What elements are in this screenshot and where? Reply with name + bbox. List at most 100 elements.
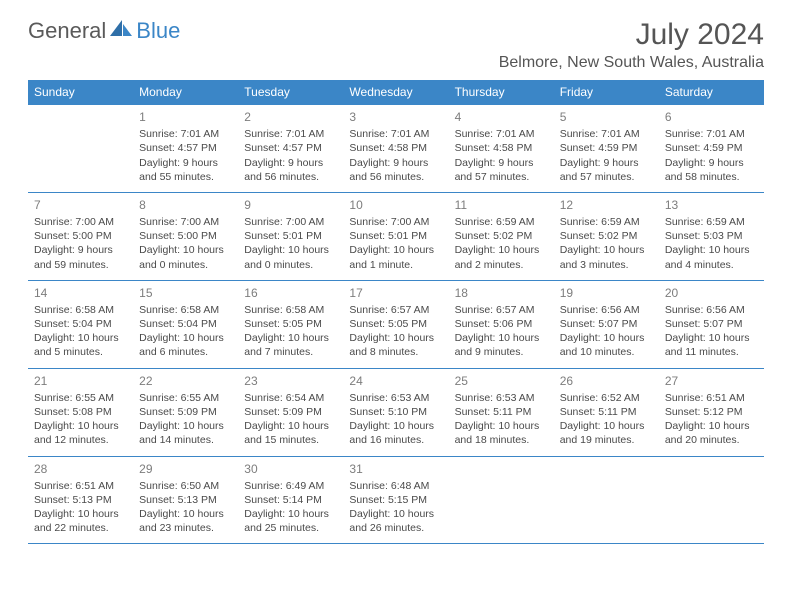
sunset-text: Sunset: 5:09 PM [244,405,337,419]
sunrise-text: Sunrise: 6:53 AM [349,391,442,405]
calendar-row: 21Sunrise: 6:55 AMSunset: 5:08 PMDayligh… [28,368,764,456]
calendar-cell: 8Sunrise: 7:00 AMSunset: 5:00 PMDaylight… [133,192,238,280]
day-number: 19 [560,285,653,301]
sunrise-text: Sunrise: 6:59 AM [455,215,548,229]
day-number: 23 [244,373,337,389]
sunset-text: Sunset: 5:05 PM [349,317,442,331]
calendar-cell: 3 Sunrise: 7:01 AMSunset: 4:58 PMDaylight… [343,105,448,193]
col-tuesday: Tuesday [238,80,343,105]
sunrise-text: Sunrise: 7:01 AM [560,127,653,141]
calendar-row: 1Sunrise: 7:01 AMSunset: 4:57 PMDaylight… [28,105,764,193]
calendar-cell: 20Sunrise: 6:56 AMSunset: 5:07 PMDayligh… [659,280,764,368]
sunrise-text: Sunrise: 6:59 AM [560,215,653,229]
day-number: 17 [349,285,442,301]
day-number: 9 [244,197,337,213]
calendar-cell: 1Sunrise: 7:01 AMSunset: 4:57 PMDaylight… [133,105,238,193]
sunrise-text: Sunrise: 6:57 AM [455,303,548,317]
sunset-text: Sunset: 4:59 PM [665,141,758,155]
sunrise-text: Sunrise: 6:48 AM [349,479,442,493]
col-friday: Friday [554,80,659,105]
sunset-text: Sunset: 5:11 PM [560,405,653,419]
day-number: 26 [560,373,653,389]
month-title: July 2024 [499,18,764,52]
calendar-cell [554,456,659,544]
sunrise-text: Sunrise: 6:59 AM [665,215,758,229]
calendar-cell: 18Sunrise: 6:57 AMSunset: 5:06 PMDayligh… [449,280,554,368]
calendar-cell: 17Sunrise: 6:57 AMSunset: 5:05 PMDayligh… [343,280,448,368]
sunrise-text: Sunrise: 7:00 AM [349,215,442,229]
daylight-text: Daylight: 10 hours and 2 minutes. [455,243,548,271]
col-monday: Monday [133,80,238,105]
day-number: 15 [139,285,232,301]
calendar-cell: 22Sunrise: 6:55 AMSunset: 5:09 PMDayligh… [133,368,238,456]
day-number: 10 [349,197,442,213]
sunset-text: Sunset: 5:08 PM [34,405,127,419]
day-number: 21 [34,373,127,389]
daylight-text: Daylight: 10 hours and 14 minutes. [139,419,232,447]
sunrise-text: Sunrise: 7:01 AM [139,127,232,141]
calendar-cell: 30Sunrise: 6:49 AMSunset: 5:14 PMDayligh… [238,456,343,544]
calendar-cell: 25Sunrise: 6:53 AMSunset: 5:11 PMDayligh… [449,368,554,456]
sunset-text: Sunset: 5:12 PM [665,405,758,419]
daylight-text: Daylight: 10 hours and 0 minutes. [139,243,232,271]
calendar-cell: 4Sunrise: 7:01 AMSunset: 4:58 PMDaylight… [449,105,554,193]
day-number: 11 [455,197,548,213]
sunset-text: Sunset: 4:58 PM [349,141,442,155]
calendar-header-row: Sunday Monday Tuesday Wednesday Thursday… [28,80,764,105]
day-number: 27 [665,373,758,389]
sunrise-text: Sunrise: 6:57 AM [349,303,442,317]
sunset-text: Sunset: 5:06 PM [455,317,548,331]
day-number: 25 [455,373,548,389]
daylight-text: Daylight: 10 hours and 26 minutes. [349,507,442,535]
calendar-table: Sunday Monday Tuesday Wednesday Thursday… [28,80,764,544]
calendar-cell [659,456,764,544]
day-number: 16 [244,285,337,301]
sunset-text: Sunset: 5:07 PM [560,317,653,331]
sunrise-text: Sunrise: 7:00 AM [34,215,127,229]
sunrise-text: Sunrise: 6:53 AM [455,391,548,405]
day-number: 12 [560,197,653,213]
sunrise-text: Sunrise: 7:01 AM [665,127,758,141]
calendar-cell: 5Sunrise: 7:01 AMSunset: 4:59 PMDaylight… [554,105,659,193]
sunset-text: Sunset: 5:04 PM [139,317,232,331]
day-number: 20 [665,285,758,301]
daylight-text: Daylight: 10 hours and 16 minutes. [349,419,442,447]
col-sunday: Sunday [28,80,133,105]
daylight-text: Daylight: 9 hours and 59 minutes. [34,243,127,271]
calendar-cell [449,456,554,544]
sunrise-text: Sunrise: 6:58 AM [34,303,127,317]
sunrise-text: Sunrise: 7:00 AM [244,215,337,229]
day-number: 13 [665,197,758,213]
day-number: 22 [139,373,232,389]
daylight-text: Daylight: 9 hours and 56 minutes. [349,156,442,184]
col-wednesday: Wednesday [343,80,448,105]
day-number: 1 [139,109,232,125]
day-number: 28 [34,461,127,477]
daylight-text: Daylight: 10 hours and 6 minutes. [139,331,232,359]
sunset-text: Sunset: 5:01 PM [349,229,442,243]
daylight-text: Daylight: 10 hours and 11 minutes. [665,331,758,359]
calendar-cell [28,105,133,193]
calendar-cell: 26Sunrise: 6:52 AMSunset: 5:11 PMDayligh… [554,368,659,456]
day-number: 3 [349,109,442,125]
calendar-cell: 2Sunrise: 7:01 AMSunset: 4:57 PMDaylight… [238,105,343,193]
sunset-text: Sunset: 5:09 PM [139,405,232,419]
daylight-text: Daylight: 9 hours and 55 minutes. [139,156,232,184]
sunset-text: Sunset: 5:01 PM [244,229,337,243]
page-header: General Blue July 2024 Belmore, New Sout… [28,18,764,72]
brand-text-general: General [28,18,106,44]
sunset-text: Sunset: 5:02 PM [560,229,653,243]
calendar-cell: 7Sunrise: 7:00 AMSunset: 5:00 PMDaylight… [28,192,133,280]
daylight-text: Daylight: 9 hours and 57 minutes. [560,156,653,184]
day-number: 30 [244,461,337,477]
calendar-cell: 11Sunrise: 6:59 AMSunset: 5:02 PMDayligh… [449,192,554,280]
sunset-text: Sunset: 4:57 PM [244,141,337,155]
daylight-text: Daylight: 10 hours and 15 minutes. [244,419,337,447]
sunrise-text: Sunrise: 7:01 AM [349,127,442,141]
daylight-text: Daylight: 10 hours and 12 minutes. [34,419,127,447]
sunset-text: Sunset: 5:04 PM [34,317,127,331]
sunrise-text: Sunrise: 7:01 AM [244,127,337,141]
daylight-text: Daylight: 10 hours and 3 minutes. [560,243,653,271]
calendar-cell: 27Sunrise: 6:51 AMSunset: 5:12 PMDayligh… [659,368,764,456]
col-thursday: Thursday [449,80,554,105]
